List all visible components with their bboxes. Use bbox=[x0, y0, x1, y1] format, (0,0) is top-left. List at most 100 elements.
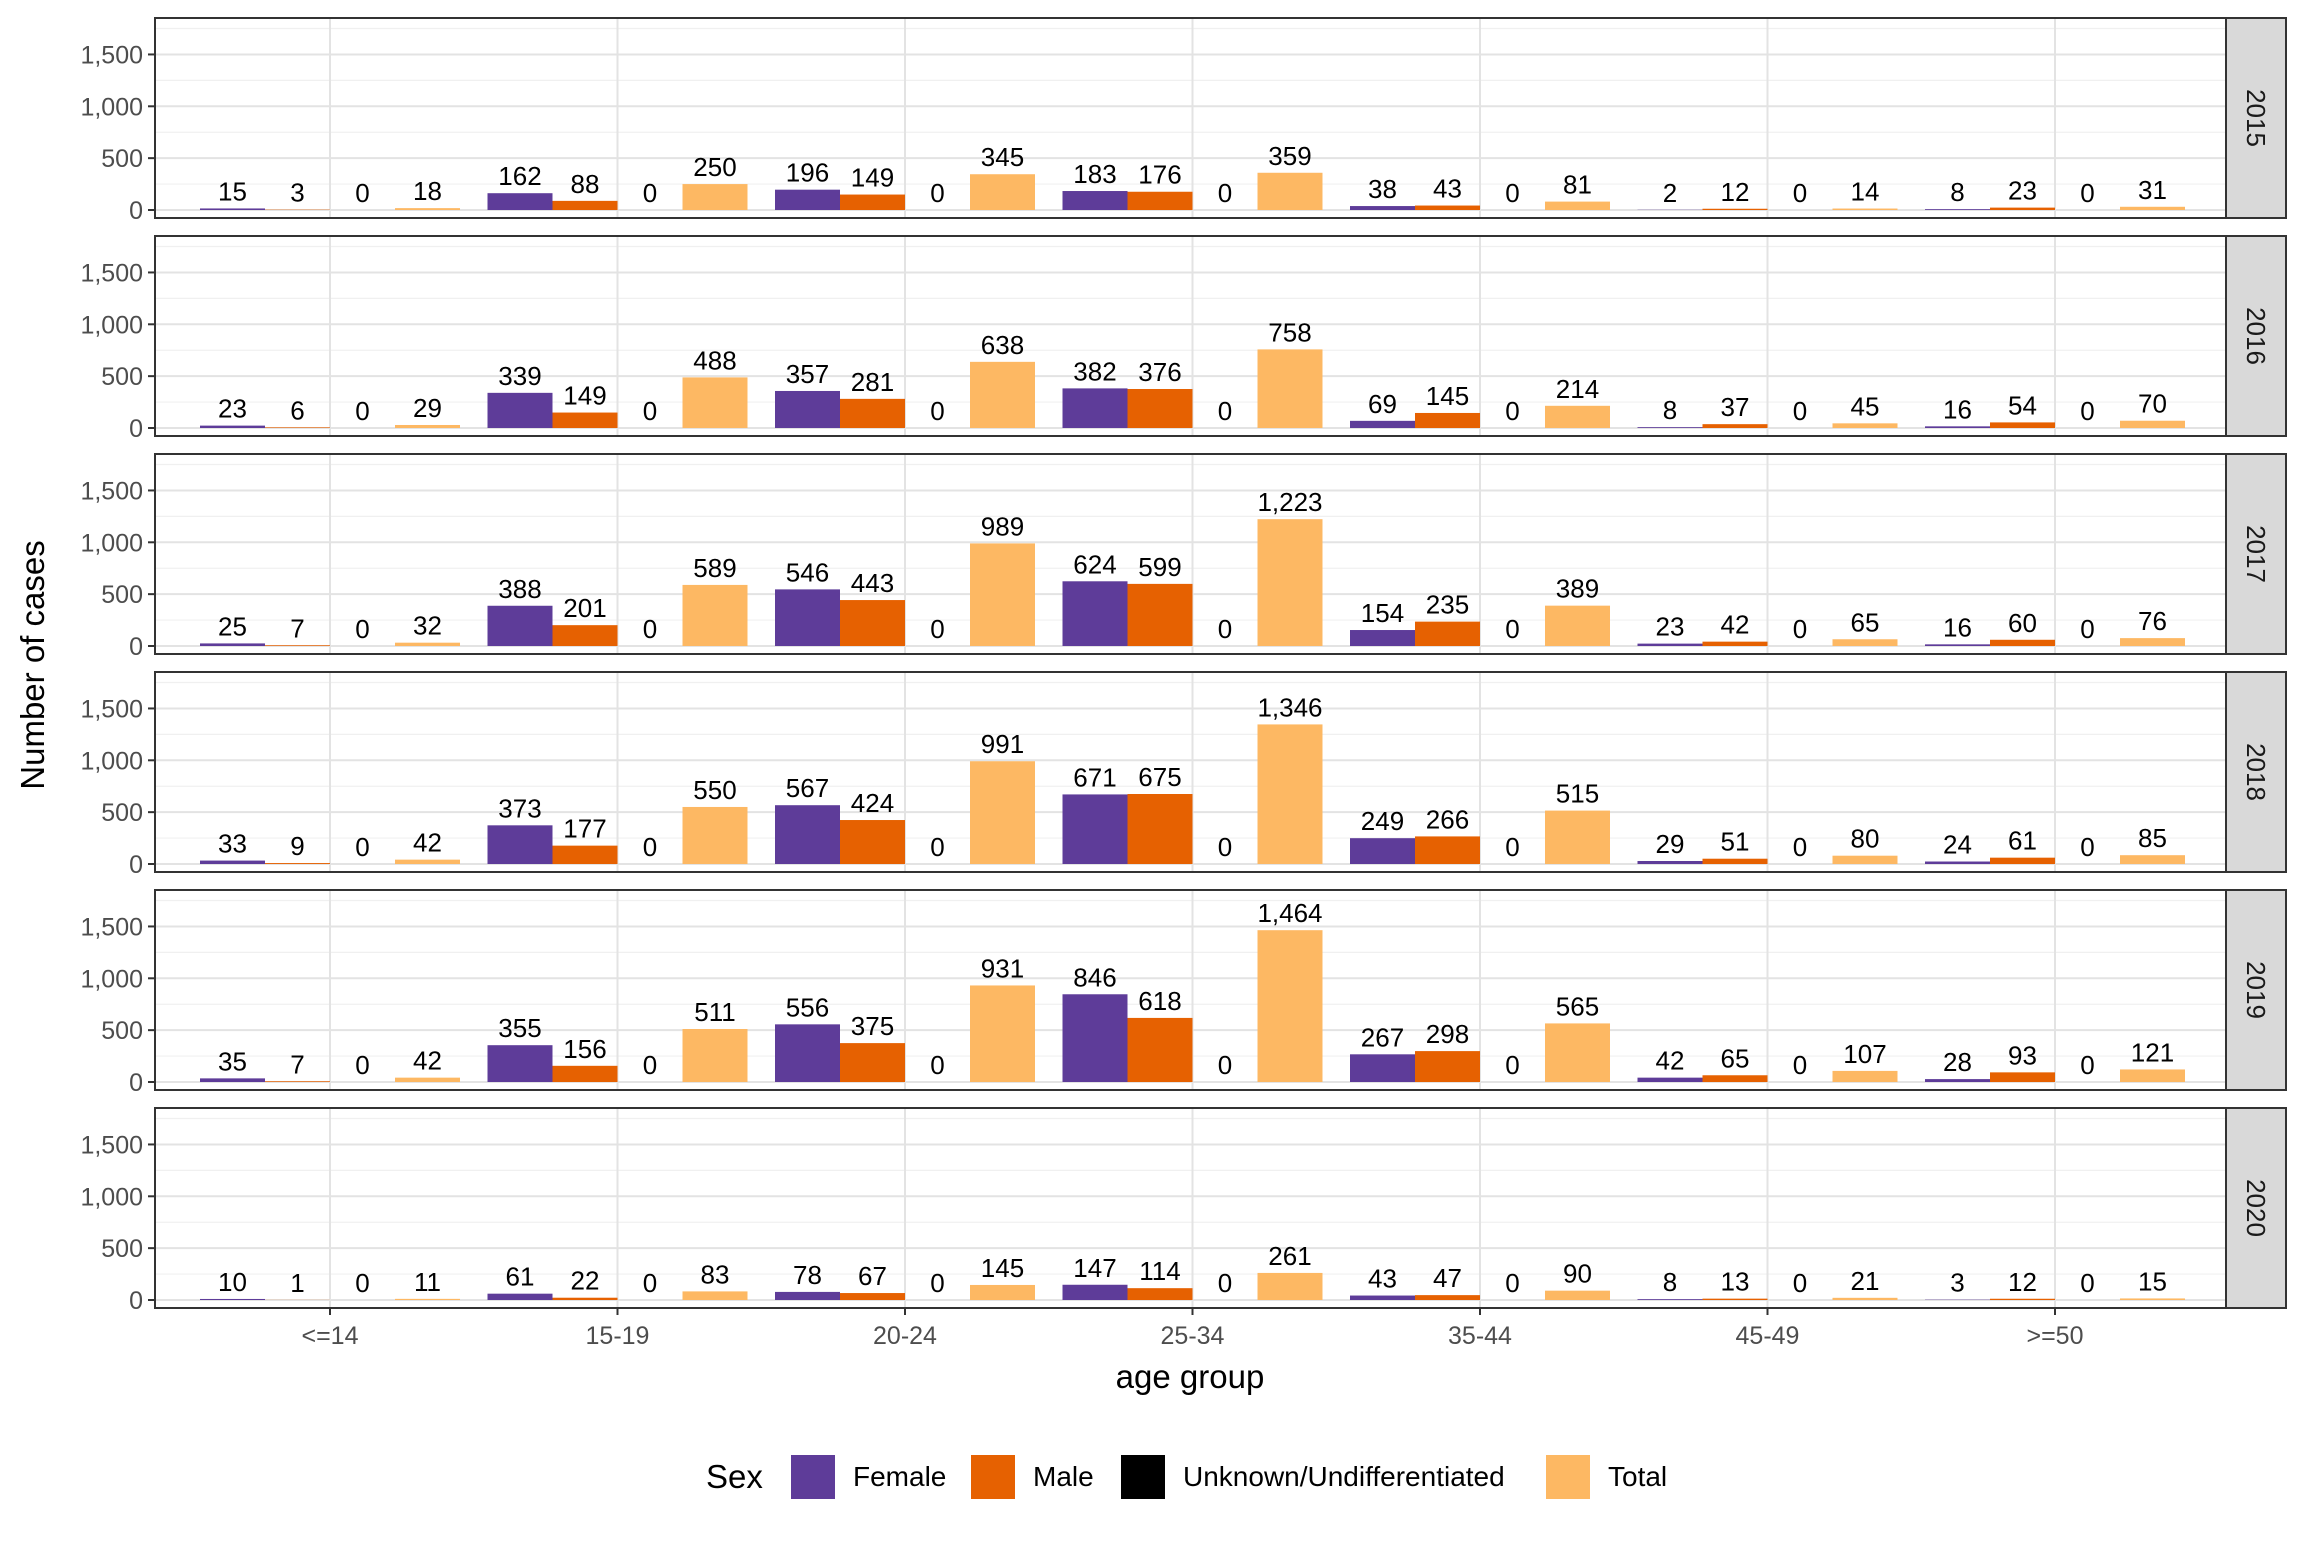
data-label-2018-20-24-total: 991 bbox=[981, 729, 1024, 759]
data-label-2019-14-total: 42 bbox=[413, 1046, 442, 1076]
bar-2018-15-19-female bbox=[488, 825, 553, 864]
data-label-2019-35-44-female: 267 bbox=[1361, 1022, 1404, 1052]
data-label-2015-45-49-female: 2 bbox=[1663, 178, 1677, 208]
data-label-2020-20-24-unknown-undifferentiated: 0 bbox=[930, 1268, 944, 1298]
data-label-2017-20-24-total: 989 bbox=[981, 511, 1024, 541]
data-label-2018-20-24-unknown-undifferentiated: 0 bbox=[930, 832, 944, 862]
data-label-2017-45-49-male: 42 bbox=[1721, 610, 1750, 640]
panel-2017-y-tick-label: 1,000 bbox=[80, 529, 143, 557]
data-label-2017-20-24-male: 443 bbox=[851, 568, 894, 598]
panel-2015-background bbox=[155, 18, 2226, 218]
data-label-2015-25-34-total: 359 bbox=[1268, 141, 1311, 171]
bar-2016-15-19-total bbox=[683, 377, 748, 428]
data-label-2020-45-49-female: 8 bbox=[1663, 1267, 1677, 1297]
bar-2016-25-34-total bbox=[1258, 349, 1323, 428]
data-label-2017-50-total: 76 bbox=[2138, 606, 2167, 636]
bar-2019-14-female bbox=[200, 1078, 265, 1082]
data-label-2019-45-49-female: 42 bbox=[1656, 1046, 1685, 1076]
bar-2020-45-49-female bbox=[1638, 1299, 1703, 1300]
data-label-2018-35-44-male: 266 bbox=[1426, 804, 1469, 834]
bar-2018-50-male bbox=[1990, 858, 2055, 864]
bar-2020-25-34-total bbox=[1258, 1273, 1323, 1300]
bar-2018-50-female bbox=[1925, 862, 1990, 864]
bar-2016-14-male bbox=[265, 427, 330, 428]
panel-2018-y-tick-label: 1,000 bbox=[80, 747, 143, 775]
data-label-2015-45-49-unknown-undifferentiated: 0 bbox=[1793, 178, 1807, 208]
data-label-2016-25-34-total: 758 bbox=[1268, 317, 1311, 347]
panel-2019-y-tick-label: 1,500 bbox=[80, 913, 143, 941]
bar-2015-15-19-female bbox=[488, 193, 553, 210]
panel-2016-y-tick-label: 0 bbox=[129, 415, 143, 443]
data-label-2017-15-19-unknown-undifferentiated: 0 bbox=[643, 614, 657, 644]
data-label-2020-15-19-female: 61 bbox=[506, 1262, 535, 1292]
bar-2016-15-19-female bbox=[488, 393, 553, 428]
bar-2018-14-female bbox=[200, 861, 265, 864]
bar-2017-35-44-female bbox=[1350, 630, 1415, 646]
data-label-2019-35-44-unknown-undifferentiated: 0 bbox=[1505, 1050, 1519, 1080]
bar-2015-35-44-male bbox=[1415, 206, 1480, 210]
data-label-2016-14-male: 6 bbox=[290, 395, 304, 425]
bar-2016-20-24-female bbox=[775, 391, 840, 428]
data-label-2015-35-44-unknown-undifferentiated: 0 bbox=[1505, 178, 1519, 208]
data-label-2016-45-49-unknown-undifferentiated: 0 bbox=[1793, 396, 1807, 426]
data-label-2020-50-total: 15 bbox=[2138, 1266, 2167, 1296]
panel-2017-y-tick-label: 500 bbox=[101, 581, 143, 609]
data-label-2020-35-44-male: 47 bbox=[1433, 1263, 1462, 1293]
bar-2020-20-24-total bbox=[970, 1285, 1035, 1300]
data-label-2020-20-24-total: 145 bbox=[981, 1253, 1024, 1283]
panel-2019-y-tick-label: 500 bbox=[101, 1017, 143, 1045]
data-label-2015-45-49-male: 12 bbox=[1721, 177, 1750, 207]
bar-2016-50-male bbox=[1990, 422, 2055, 428]
bar-2015-45-49-total bbox=[1833, 209, 1898, 210]
data-label-2017-14-female: 25 bbox=[218, 611, 247, 641]
panel-2015-y-tick-label: 1,000 bbox=[80, 93, 143, 121]
data-label-2015-25-34-male: 176 bbox=[1138, 160, 1181, 190]
bar-2019-25-34-male bbox=[1128, 1018, 1193, 1082]
x-tick-label: 15-19 bbox=[586, 1322, 650, 1350]
data-label-2018-25-34-total: 1,346 bbox=[1257, 692, 1322, 722]
data-label-2016-25-34-female: 382 bbox=[1073, 356, 1116, 386]
data-label-2015-45-49-total: 14 bbox=[1851, 177, 1880, 207]
data-label-2016-25-34-unknown-undifferentiated: 0 bbox=[1218, 396, 1232, 426]
data-label-2019-20-24-unknown-undifferentiated: 0 bbox=[930, 1050, 944, 1080]
data-label-2020-25-34-total: 261 bbox=[1268, 1241, 1311, 1271]
bar-2018-25-34-male bbox=[1128, 794, 1193, 864]
legend-label-unknown-undifferentiated: Unknown/Undifferentiated bbox=[1183, 1461, 1505, 1492]
bar-2017-20-24-total bbox=[970, 543, 1035, 646]
bar-2018-35-44-male bbox=[1415, 836, 1480, 864]
bar-2020-35-44-male bbox=[1415, 1295, 1480, 1300]
bar-2020-20-24-female bbox=[775, 1292, 840, 1300]
legend-key-total bbox=[1546, 1455, 1590, 1499]
data-label-2016-20-24-total: 638 bbox=[981, 330, 1024, 360]
bar-2017-50-female bbox=[1925, 644, 1990, 646]
bar-2018-35-44-total bbox=[1545, 811, 1610, 864]
data-label-2015-50-male: 23 bbox=[2008, 176, 2037, 206]
data-label-2017-15-19-male: 201 bbox=[563, 593, 606, 623]
panel-2019-y-tick-label: 1,000 bbox=[80, 965, 143, 993]
data-label-2016-35-44-female: 69 bbox=[1368, 389, 1397, 419]
data-label-2020-20-24-male: 67 bbox=[858, 1261, 887, 1291]
data-label-2020-45-49-total: 21 bbox=[1851, 1266, 1880, 1296]
data-label-2018-25-34-unknown-undifferentiated: 0 bbox=[1218, 832, 1232, 862]
bar-2019-15-19-male bbox=[553, 1066, 618, 1082]
data-label-2020-20-24-female: 78 bbox=[793, 1260, 822, 1290]
data-label-2020-15-19-unknown-undifferentiated: 0 bbox=[643, 1268, 657, 1298]
data-label-2018-15-19-unknown-undifferentiated: 0 bbox=[643, 832, 657, 862]
bar-2016-50-total bbox=[2120, 421, 2185, 428]
x-tick-label: <=14 bbox=[301, 1322, 358, 1350]
data-label-2019-25-34-male: 618 bbox=[1138, 986, 1181, 1016]
bar-2019-20-24-total bbox=[970, 985, 1035, 1082]
data-label-2018-20-24-male: 424 bbox=[851, 788, 894, 818]
bar-2019-14-total bbox=[395, 1078, 460, 1082]
panel-2019-y-tick-label: 0 bbox=[129, 1069, 143, 1097]
legend-title: Sex bbox=[706, 1458, 763, 1495]
bar-2015-25-34-total bbox=[1258, 173, 1323, 210]
data-label-2016-45-49-total: 45 bbox=[1851, 391, 1880, 421]
bar-2015-35-44-female bbox=[1350, 206, 1415, 210]
data-label-2016-20-24-female: 357 bbox=[786, 359, 829, 389]
data-label-2015-14-unknown-undifferentiated: 0 bbox=[355, 178, 369, 208]
bar-2016-45-49-male bbox=[1703, 424, 1768, 428]
panel-2016-strip-label: 2016 bbox=[2241, 307, 2271, 365]
bar-2019-45-49-total bbox=[1833, 1071, 1898, 1082]
bar-2017-35-44-male bbox=[1415, 622, 1480, 646]
